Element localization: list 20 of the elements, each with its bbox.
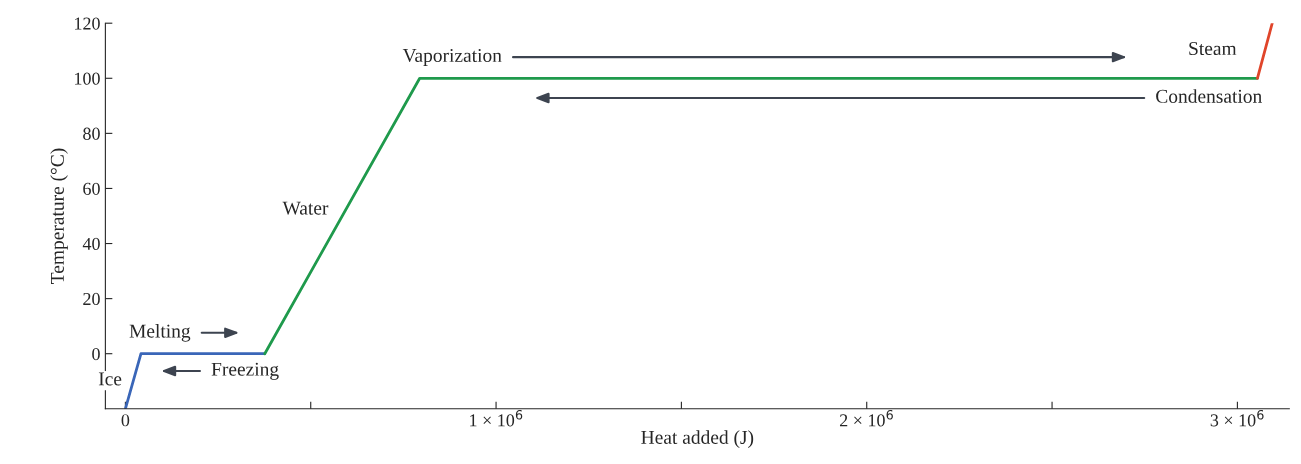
x-tick-label: 0 bbox=[121, 414, 130, 427]
annotation: Vaporization bbox=[402, 48, 502, 66]
annotation: Freezing bbox=[211, 362, 279, 380]
y-tick-label: 0 bbox=[92, 347, 100, 361]
y-tick-label: 100 bbox=[75, 72, 100, 85]
x-tick-label: 1 × 10$^{6}$ bbox=[470, 409, 523, 427]
annotation: Melting bbox=[129, 323, 191, 342]
y-tick-label: 20 bbox=[83, 292, 100, 306]
y-axis-title: Temperature (°C) bbox=[50, 148, 68, 284]
x-axis-title: Heat added (J) bbox=[641, 430, 754, 448]
y-tick-label: 40 bbox=[82, 237, 100, 250]
x-tick-label: 2 × 10$^{6}$ bbox=[839, 409, 893, 427]
annotation: Steam bbox=[1189, 41, 1237, 56]
x-tick-label: 3 × 10$^{6}$ bbox=[1210, 409, 1264, 427]
y-tick-label: 120 bbox=[75, 17, 100, 30]
annotation: Ice bbox=[98, 372, 122, 386]
y-tick-label: 60 bbox=[83, 182, 100, 195]
annotation: Condensation bbox=[1156, 89, 1262, 103]
y-tick-label: 80 bbox=[83, 127, 100, 140]
annotation: Water bbox=[282, 201, 329, 215]
